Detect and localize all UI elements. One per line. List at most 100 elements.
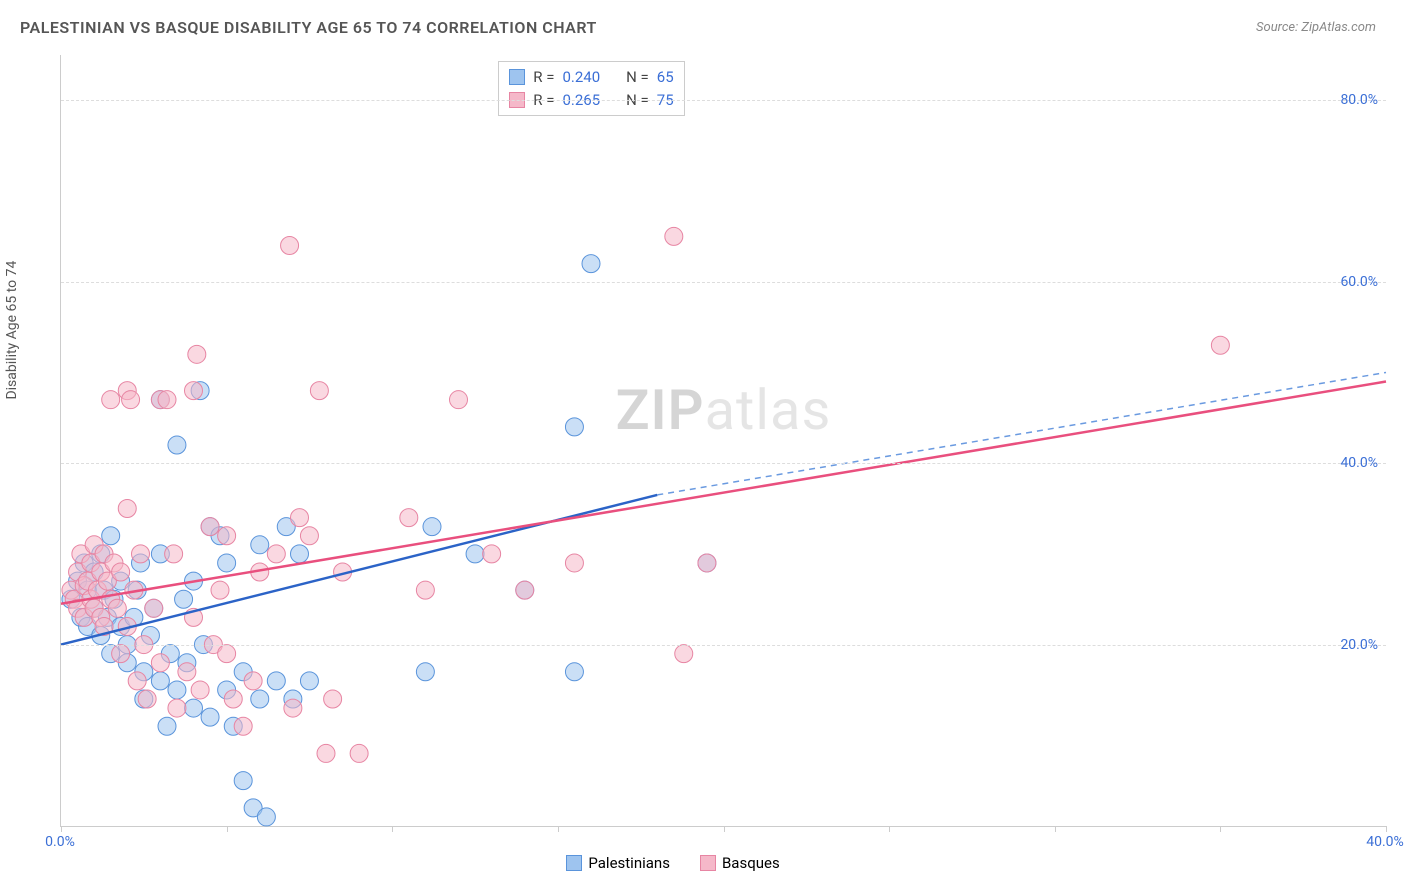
x-tick: [1055, 826, 1056, 832]
chart-title: PALESTINIAN VS BASQUE DISABILITY AGE 65 …: [20, 18, 597, 37]
trend-line-extrapolated: [657, 372, 1386, 494]
scatter-point: [118, 500, 136, 518]
x-tick: [1386, 826, 1387, 832]
scatter-point: [565, 663, 583, 681]
x-tick: [889, 826, 890, 832]
scatter-point: [168, 699, 186, 717]
legend-item: Basques: [700, 854, 780, 872]
scatter-point: [138, 690, 156, 708]
scatter-point: [145, 599, 163, 617]
gridline: [61, 100, 1386, 101]
scatter-point: [698, 554, 716, 572]
scatter-point: [112, 645, 130, 663]
scatter-point: [1211, 336, 1229, 354]
legend-swatch: [700, 855, 716, 871]
scatter-point: [175, 590, 193, 608]
bottom-legend: Palestinians Basques: [566, 854, 779, 872]
scatter-point: [211, 581, 229, 599]
scatter-point: [168, 681, 186, 699]
x-tick: [1220, 826, 1221, 832]
scatter-point: [483, 545, 501, 563]
stat-row: R =0.240N =65: [509, 66, 673, 89]
scatter-point: [450, 391, 468, 409]
scatter-point: [324, 690, 342, 708]
scatter-point: [185, 382, 203, 400]
legend-label: Palestinians: [588, 854, 670, 872]
source-label: Source: ZipAtlas.com: [1256, 20, 1376, 35]
scatter-point: [201, 708, 219, 726]
y-axis-label: Disability Age 65 to 74: [4, 261, 20, 400]
scatter-point: [102, 527, 120, 545]
x-tick: [61, 826, 62, 832]
scatter-point: [300, 527, 318, 545]
trend-line: [61, 382, 1386, 604]
scatter-point: [102, 391, 120, 409]
scatter-point: [201, 518, 219, 536]
scatter-point: [565, 554, 583, 572]
scatter-point: [234, 772, 252, 790]
chart-svg: [61, 55, 1386, 826]
scatter-point: [466, 545, 484, 563]
x-tick: [558, 826, 559, 832]
n-label: N =: [626, 66, 649, 89]
scatter-point: [665, 227, 683, 245]
plot-area: ZIPatlas R =0.240N =65R =0.265N =75 20.0…: [60, 55, 1386, 827]
y-tick-label: 60.0%: [1340, 274, 1378, 290]
scatter-point: [128, 672, 146, 690]
y-tick-label: 20.0%: [1340, 637, 1378, 653]
scatter-point: [151, 654, 169, 672]
scatter-point: [158, 717, 176, 735]
scatter-point: [224, 690, 242, 708]
gridline: [61, 463, 1386, 464]
scatter-point: [122, 391, 140, 409]
scatter-point: [185, 699, 203, 717]
scatter-point: [291, 545, 309, 563]
legend-item: Palestinians: [566, 854, 670, 872]
scatter-point: [244, 672, 262, 690]
y-tick-label: 80.0%: [1340, 92, 1378, 108]
scatter-point: [350, 744, 368, 762]
n-value: 65: [657, 66, 674, 89]
gridline: [61, 282, 1386, 283]
scatter-point: [300, 672, 318, 690]
scatter-point: [108, 599, 126, 617]
scatter-point: [291, 509, 309, 527]
scatter-point: [218, 554, 236, 572]
scatter-point: [158, 391, 176, 409]
x-tick: [227, 826, 228, 832]
scatter-point: [251, 536, 269, 554]
scatter-point: [284, 699, 302, 717]
scatter-point: [317, 744, 335, 762]
scatter-point: [251, 690, 269, 708]
scatter-point: [516, 581, 534, 599]
scatter-point: [267, 672, 285, 690]
scatter-point: [416, 663, 434, 681]
scatter-point: [234, 717, 252, 735]
scatter-point: [416, 581, 434, 599]
x-tick: [392, 826, 393, 832]
x-tick-label: 40.0%: [1366, 834, 1404, 850]
chart-container: Disability Age 65 to 74 ZIPatlas R =0.24…: [20, 50, 1386, 872]
legend-swatch: [566, 855, 582, 871]
scatter-point: [218, 645, 236, 663]
legend-swatch: [509, 69, 525, 85]
x-tick: [724, 826, 725, 832]
scatter-point: [132, 545, 150, 563]
stat-legend-box: R =0.240N =65R =0.265N =75: [498, 61, 684, 116]
scatter-point: [191, 681, 209, 699]
scatter-point: [112, 563, 130, 581]
scatter-point: [281, 236, 299, 254]
scatter-point: [267, 545, 285, 563]
y-tick-label: 40.0%: [1340, 455, 1378, 471]
scatter-point: [257, 808, 275, 826]
gridline: [61, 645, 1386, 646]
scatter-point: [400, 509, 418, 527]
scatter-point: [310, 382, 328, 400]
scatter-point: [168, 436, 186, 454]
scatter-point: [165, 545, 183, 563]
scatter-point: [582, 255, 600, 273]
scatter-point: [565, 418, 583, 436]
r-label: R =: [533, 66, 554, 89]
scatter-point: [178, 663, 196, 681]
scatter-point: [151, 672, 169, 690]
